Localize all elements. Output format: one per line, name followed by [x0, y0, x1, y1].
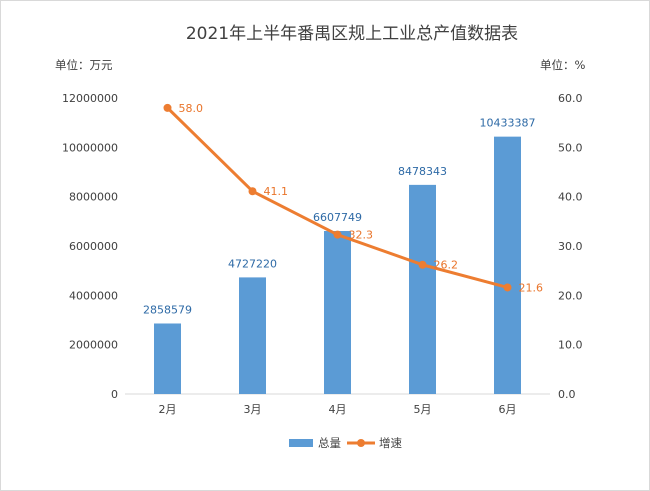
legend-label: 总量 [318, 436, 341, 450]
category-label: 2月 [159, 403, 177, 416]
line-point [248, 187, 257, 196]
left-tick-label: 12000000 [62, 92, 118, 105]
left-tick-label: 10000000 [62, 141, 118, 154]
right-axis-unit: 单位：% [540, 58, 585, 72]
bar [409, 184, 436, 394]
bar [324, 231, 351, 394]
bar-data-label: 6607749 [313, 211, 362, 224]
line-data-label: 26.2 [434, 259, 459, 272]
category-label: 3月 [244, 403, 262, 416]
left-tick-label: 8000000 [69, 191, 118, 204]
bar-series: 2858579 4727220 6607749 8478343 10433387 [143, 117, 536, 394]
right-tick-label: 50.0 [558, 141, 583, 154]
line-data-label: 32.3 [349, 229, 374, 242]
left-tick-label: 6000000 [69, 240, 118, 253]
right-tick-label: 20.0 [558, 289, 583, 302]
right-tick-label: 30.0 [558, 240, 583, 253]
right-tick-label: 40.0 [558, 191, 583, 204]
line-data-label: 21.6 [519, 281, 544, 294]
right-tick-label: 60.0 [558, 92, 583, 105]
line-data-label: 41.1 [264, 185, 289, 198]
chart-title: 2021年上半年番禺区规上工业总产值数据表 [186, 24, 518, 44]
left-tick-label: 0 [111, 388, 118, 401]
line-point [418, 260, 427, 269]
line-data-label: 58.0 [179, 102, 204, 115]
category-label: 4月 [329, 403, 347, 416]
left-axis-unit: 单位：万元 [55, 58, 113, 72]
category-label: 5月 [414, 403, 432, 416]
bar [239, 277, 266, 394]
right-tick-label: 0.0 [558, 388, 576, 401]
bar-data-label: 4727220 [228, 257, 277, 270]
line-point [333, 230, 342, 239]
right-tick-label: 10.0 [558, 339, 583, 352]
legend: 总量 增速 [289, 436, 402, 450]
line-point [163, 103, 172, 112]
left-tick-label: 2000000 [69, 339, 118, 352]
category-label: 6月 [499, 403, 517, 416]
left-tick-label: 4000000 [69, 289, 118, 302]
legend-bar-swatch [289, 439, 313, 447]
bar-data-label: 8478343 [398, 165, 447, 178]
bar [154, 323, 181, 394]
line-point [503, 283, 512, 292]
axes: 0 2000000 4000000 6000000 8000000 10000000 120… [62, 92, 583, 416]
bar [494, 136, 521, 394]
legend-label: 增速 [379, 436, 402, 450]
bar-data-label: 2858579 [143, 303, 192, 316]
line-series: 58.0 41.1 32.3 26.2 21.6 [163, 102, 544, 294]
bar-data-label: 10433387 [480, 117, 536, 130]
legend-line-marker [357, 439, 365, 447]
